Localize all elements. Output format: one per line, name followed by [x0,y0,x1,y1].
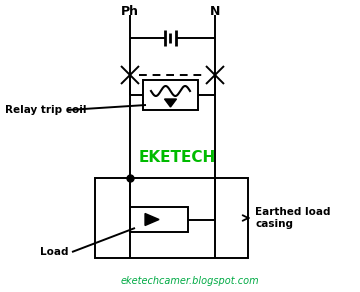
Text: Ph: Ph [121,5,139,18]
Text: EKETECH: EKETECH [139,150,216,166]
Bar [95,178,248,258]
Polygon shape [145,213,159,225]
Text: Load: Load [40,247,68,257]
Text: Relay trip coil: Relay trip coil [5,105,86,115]
Bar [130,207,188,232]
Text: N: N [210,5,220,18]
Text: Earthed load
casing: Earthed load casing [255,207,330,229]
Bar [143,80,198,110]
Text: eketechcamer.blogspot.com: eketechcamer.blogspot.com [121,276,259,286]
Polygon shape [165,99,176,107]
